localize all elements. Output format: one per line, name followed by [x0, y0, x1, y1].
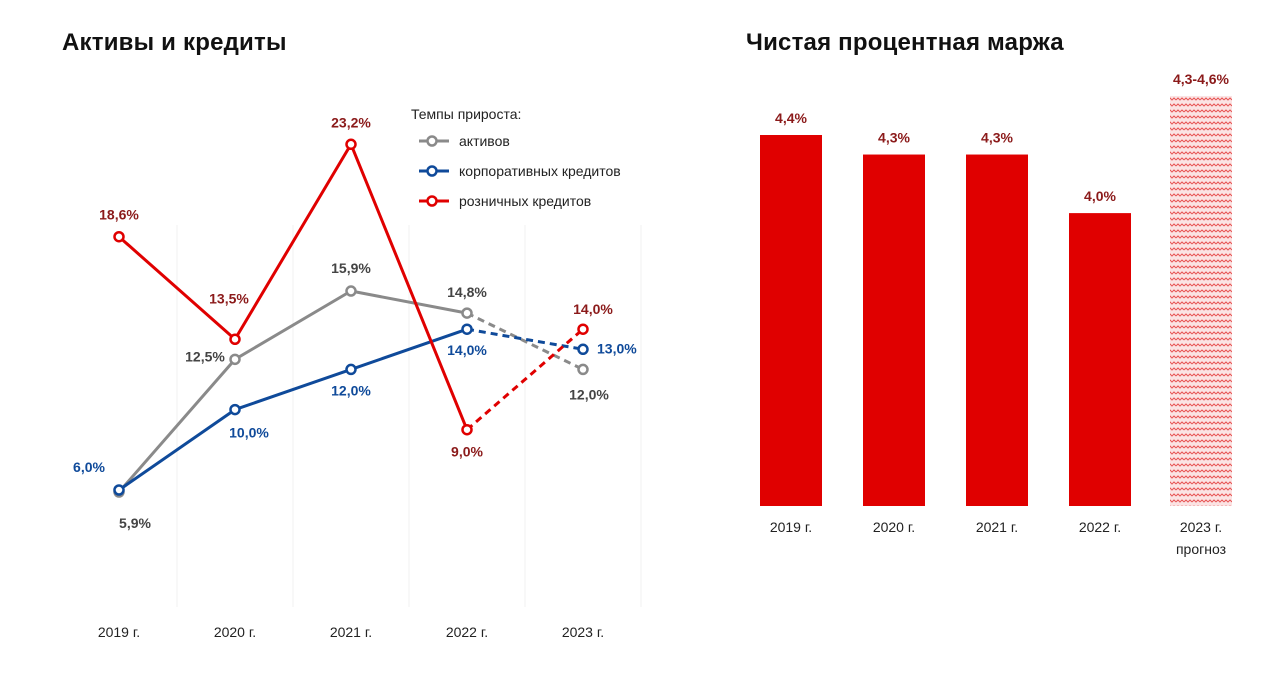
data-point: [229, 353, 241, 366]
data-label: 10,0%: [229, 425, 269, 441]
legend-title: Темпы прироста:: [411, 106, 521, 122]
data-point: [461, 323, 473, 335]
x-tick-label: 2019 г.: [98, 624, 140, 640]
data-point: [229, 333, 241, 345]
data-label: 18,6%: [99, 207, 139, 223]
bar-value-label: 4,3-4,6%: [1173, 71, 1230, 87]
x-tick-sublabel: прогноз: [1176, 541, 1226, 557]
series-line-1: [118, 327, 468, 492]
legend-swatch-marker: [426, 135, 438, 147]
bar-value-label: 4,4%: [775, 110, 807, 126]
bar: [863, 154, 925, 507]
series-line-2: [118, 142, 469, 431]
series-line-0: [117, 289, 468, 493]
data-label: 15,9%: [331, 260, 371, 276]
data-point: [345, 285, 357, 297]
x-tick-label: 2019 г.: [770, 519, 812, 535]
series-forecast-line-2: [466, 328, 584, 431]
x-tick-label: 2022 г.: [446, 624, 488, 640]
chart-title-assets-loans: Активы и кредиты: [62, 29, 287, 56]
data-label: 12,0%: [331, 382, 371, 398]
x-tick-label: 2023 г.: [1180, 519, 1222, 535]
data-label: 9,0%: [451, 444, 483, 460]
data-point: [461, 423, 473, 436]
data-point: [345, 363, 357, 376]
x-tick-label: 2020 г.: [214, 624, 256, 640]
legend-label: корпоративных кредитов: [459, 163, 621, 179]
data-label: 14,8%: [447, 284, 487, 300]
bar-value-label: 4,0%: [1084, 188, 1116, 204]
data-point: [577, 323, 589, 335]
data-point: [113, 230, 125, 243]
legend-swatch-marker: [426, 195, 438, 207]
data-label: 23,2%: [331, 114, 371, 130]
data-point: [229, 403, 241, 416]
data-point: [113, 484, 125, 496]
legend-label: активов: [459, 133, 510, 149]
legend-label: розничных кредитов: [459, 193, 591, 209]
chart-title-net-interest-margin: Чистая процентная маржа: [746, 29, 1064, 56]
data-label: 12,5%: [185, 348, 225, 364]
data-label: 13,0%: [597, 340, 637, 356]
data-point: [345, 138, 357, 151]
data-point: [461, 307, 473, 319]
bar: [760, 135, 822, 507]
bar-value-label: 4,3%: [981, 130, 1013, 146]
data-point: [577, 343, 589, 356]
legend-swatch-marker: [426, 165, 438, 177]
data-label: 5,9%: [119, 515, 151, 531]
data-label: 12,0%: [569, 386, 609, 402]
data-label: 14,0%: [447, 342, 487, 358]
x-tick-label: 2023 г.: [562, 624, 604, 640]
data-label: 13,5%: [209, 290, 249, 306]
data-label: 6,0%: [73, 459, 105, 475]
x-tick-label: 2021 г.: [976, 519, 1018, 535]
data-point: [577, 363, 589, 376]
x-tick-label: 2022 г.: [1079, 519, 1121, 535]
bar: [1069, 213, 1131, 507]
bar-forecast: [1170, 95, 1232, 506]
series-forecast-line-0: [466, 311, 584, 371]
series-forecast-line-1: [466, 327, 584, 351]
bar: [966, 154, 1028, 507]
x-tick-label: 2021 г.: [330, 624, 372, 640]
x-tick-label: 2020 г.: [873, 519, 915, 535]
bar-value-label: 4,3%: [878, 130, 910, 146]
data-label: 14,0%: [573, 301, 613, 317]
